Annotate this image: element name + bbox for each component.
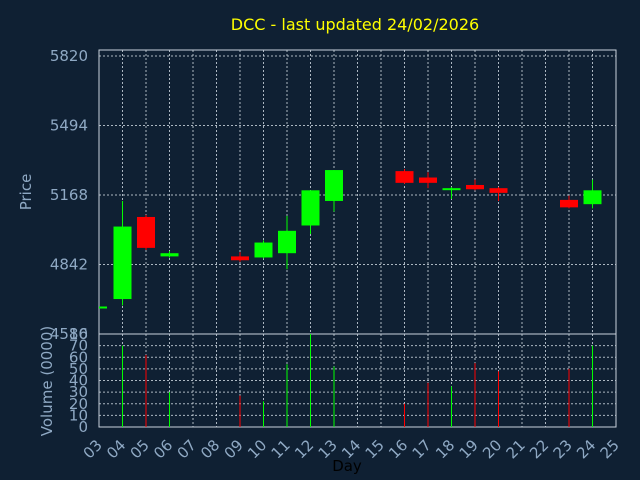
candle-body <box>419 177 437 183</box>
volume-tick-label: 40 <box>69 372 88 390</box>
volume-tick-label: 0 <box>78 418 88 436</box>
candle-body <box>99 306 107 309</box>
volume-bars <box>122 334 593 427</box>
candle-body <box>160 253 179 257</box>
candle-body <box>325 170 343 201</box>
price-tick-label: 5168 <box>50 186 88 204</box>
candle-body <box>254 242 273 258</box>
candle-body <box>395 171 414 183</box>
chart-title: DCC - last updated 24/02/2026 <box>231 15 479 34</box>
volume-tick-label: 80 <box>69 325 88 343</box>
price-tick-label: 5494 <box>50 117 88 135</box>
candle-body <box>278 230 296 254</box>
candle-body <box>442 188 461 191</box>
price-tick-labels: 4516 4842 5168 5494 5820 <box>50 47 88 343</box>
day-axis-label: Day <box>332 457 362 475</box>
candle-body <box>137 216 155 248</box>
volume-tick-label: 50 <box>69 360 88 378</box>
candle-body <box>113 226 132 300</box>
price-tick-label: 5820 <box>50 47 88 65</box>
price-tick-label: 4842 <box>50 256 88 274</box>
price-axis-label: Price <box>17 174 35 211</box>
candle-body <box>231 256 249 261</box>
volume-tick-label: 30 <box>69 383 88 401</box>
volume-tick-label: 10 <box>69 406 88 424</box>
volume-axis-label: Volume (0000) <box>38 326 56 436</box>
candle-body <box>301 190 320 226</box>
candle-body <box>489 188 508 193</box>
price-tick-label: 4516 <box>50 325 88 343</box>
volume-tick-label: 70 <box>69 337 88 355</box>
candlesticks <box>99 168 602 309</box>
candle-body <box>466 184 484 190</box>
volume-tick-label: 20 <box>69 395 88 413</box>
volume-panel-frame <box>98 333 617 428</box>
volume-tick-label: 60 <box>69 348 88 366</box>
candle-body <box>583 190 602 205</box>
candle-body <box>560 199 578 208</box>
